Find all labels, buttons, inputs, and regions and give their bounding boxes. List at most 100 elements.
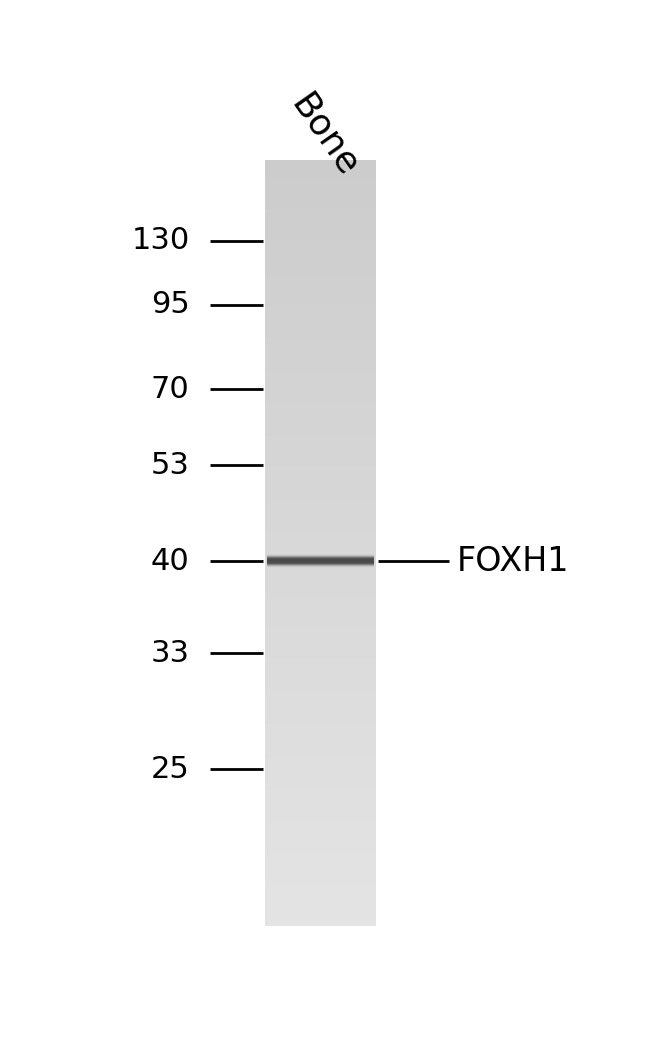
Bar (265, 401, 376, 406)
Bar (265, 720, 376, 723)
Bar (265, 552, 376, 556)
Bar (265, 904, 376, 908)
Bar (265, 251, 376, 255)
Bar (265, 852, 376, 856)
Bar (265, 277, 376, 281)
Bar (265, 443, 376, 447)
Bar (265, 379, 376, 382)
Bar (265, 540, 376, 544)
Bar (265, 628, 376, 632)
Text: FOXH1: FOXH1 (456, 545, 569, 578)
Bar (265, 301, 376, 304)
Bar (265, 665, 376, 669)
Bar (265, 524, 376, 528)
Bar (265, 873, 376, 877)
Bar (265, 509, 376, 512)
Bar (265, 670, 376, 674)
Bar (265, 545, 376, 549)
Bar (265, 639, 376, 643)
Bar (265, 334, 376, 338)
Bar (265, 831, 376, 835)
Bar (265, 930, 376, 934)
Bar (265, 810, 376, 814)
Bar (265, 342, 376, 345)
Bar (265, 740, 376, 744)
Bar (265, 725, 376, 728)
Bar (265, 850, 376, 853)
Bar (265, 311, 376, 314)
Bar (265, 635, 376, 640)
Bar (265, 881, 376, 884)
Bar (265, 756, 376, 759)
Bar (265, 453, 376, 458)
Bar (265, 609, 376, 614)
Bar (265, 751, 376, 754)
Text: 33: 33 (151, 639, 190, 668)
Bar (265, 448, 376, 452)
Bar (265, 696, 376, 700)
Bar (265, 699, 376, 702)
Bar (265, 467, 376, 470)
Bar (265, 922, 376, 926)
Bar (265, 415, 376, 418)
Bar (265, 862, 376, 866)
Bar (265, 271, 376, 276)
Bar (265, 529, 376, 534)
Bar (265, 821, 376, 825)
Bar (265, 386, 376, 390)
Text: 40: 40 (151, 547, 190, 576)
Bar (265, 344, 376, 348)
Bar (265, 732, 376, 736)
Bar (265, 245, 376, 250)
Bar (265, 381, 376, 385)
Bar (265, 883, 376, 887)
Bar (265, 557, 376, 562)
Bar (265, 727, 376, 731)
Bar (265, 711, 376, 716)
Bar (265, 446, 376, 449)
Bar (265, 867, 376, 872)
Bar (265, 347, 376, 350)
Bar (265, 758, 376, 762)
Bar (265, 675, 376, 679)
Bar (265, 373, 376, 376)
Bar (265, 888, 376, 892)
Bar (265, 800, 376, 804)
Bar (265, 485, 376, 489)
Bar (265, 365, 376, 369)
Bar (265, 792, 376, 796)
Bar (265, 240, 376, 244)
Bar (265, 618, 376, 622)
Bar (265, 394, 376, 397)
Bar (265, 303, 376, 307)
Bar (265, 171, 376, 174)
Bar (265, 483, 376, 486)
Bar (265, 896, 376, 900)
Bar (265, 295, 376, 298)
Bar (265, 332, 376, 335)
Bar (265, 818, 376, 822)
Bar (265, 607, 376, 612)
Bar (265, 266, 376, 270)
Bar (265, 914, 376, 918)
Bar (265, 193, 376, 198)
Bar (265, 784, 376, 788)
Bar (265, 902, 376, 905)
Bar (265, 505, 376, 510)
Bar (265, 839, 376, 842)
Bar (265, 685, 376, 690)
Bar (265, 233, 376, 236)
Bar (265, 691, 376, 695)
Bar (265, 297, 376, 302)
Bar (265, 420, 376, 423)
Bar (265, 899, 376, 903)
Bar (265, 537, 376, 541)
Bar (265, 479, 376, 484)
Bar (265, 360, 376, 364)
Bar (265, 228, 376, 231)
Bar (265, 886, 376, 889)
Bar (265, 321, 376, 324)
Bar (265, 766, 376, 770)
Bar (265, 207, 376, 210)
Bar (265, 860, 376, 863)
